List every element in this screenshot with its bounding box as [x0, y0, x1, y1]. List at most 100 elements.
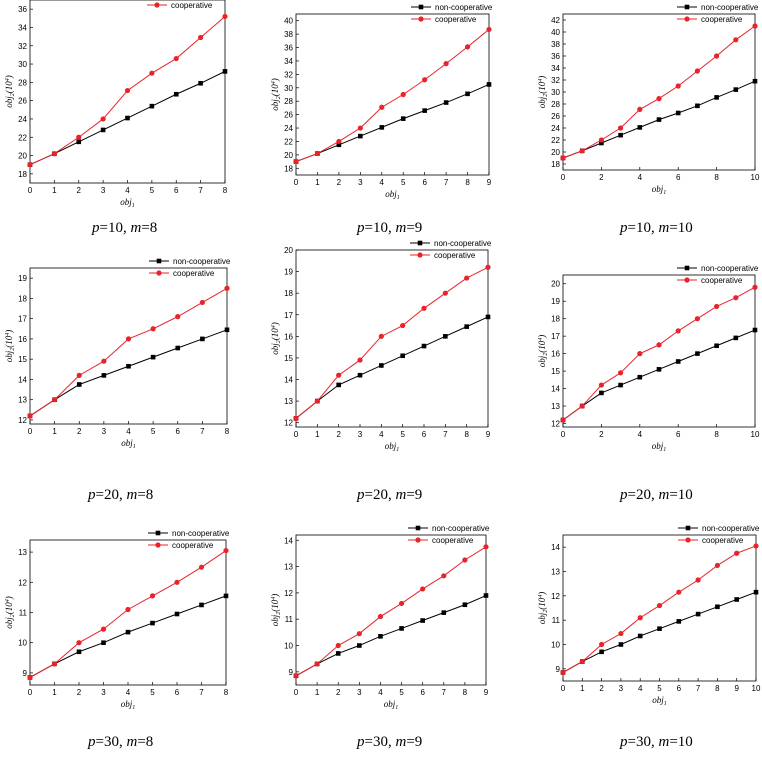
noncooperative-point [752, 327, 758, 333]
y-tick-label: 24 [18, 115, 27, 124]
y-tick-label: 34 [284, 57, 293, 66]
cooperative-point [199, 299, 205, 306]
y-tick-label: 40 [284, 17, 293, 26]
x-axis-label-sub: 1 [132, 705, 135, 711]
y-axis-label-exp: 4 [270, 597, 277, 600]
y-axis-label-exp: 4 [270, 81, 277, 84]
y-tick-label: 10 [18, 639, 27, 648]
cooperative-point [76, 372, 82, 378]
x-tick-label: 5 [150, 688, 155, 697]
noncooperative-point [222, 69, 228, 74]
legend-marker-cooperative [685, 537, 691, 543]
noncooperative-point [618, 382, 623, 388]
y-axis-label-sub: 2 [10, 614, 16, 617]
cooperative-point [656, 602, 663, 609]
cooperative-point [356, 631, 362, 637]
legend-label: non-cooperative [702, 524, 760, 533]
cooperative-point [560, 155, 566, 161]
y-tick-label: 36 [284, 44, 293, 53]
cooperative-point [560, 669, 566, 676]
y-tick-label: 16 [551, 350, 560, 359]
caption-p-symbol: p [620, 734, 628, 750]
noncooperative-point [357, 372, 363, 378]
x-tick-label: 6 [676, 430, 681, 439]
noncooperative-point [336, 142, 342, 148]
cooperative-point [357, 357, 363, 363]
y-tick-label: 15 [18, 355, 27, 364]
cooperative-point [421, 305, 427, 311]
cooperative-point [314, 398, 320, 404]
y-tick-label: 14 [18, 375, 27, 384]
x-axis-label-sub: 1 [132, 203, 135, 209]
chart-caption: p=30, m=9 [357, 734, 423, 750]
legend-label: cooperative [432, 536, 474, 545]
chart-caption: p=10, m=8 [92, 220, 158, 236]
y-tick-label: 36 [551, 52, 560, 61]
cooperative-point [486, 26, 492, 33]
cooperative-point [714, 303, 720, 310]
legend-marker-noncooperative [415, 525, 421, 531]
y-tick-label: 28 [18, 78, 27, 87]
x-axis-label: obj1 [121, 438, 136, 450]
y-tick-label: 38 [284, 30, 293, 39]
y-tick-label: 18 [551, 160, 560, 169]
cooperative-point [52, 397, 58, 403]
y-axis-label: obj2(104) [537, 335, 549, 368]
y-axis-label-sub: 2 [543, 353, 549, 356]
x-axis-label: obj1 [385, 189, 400, 201]
series-line-cooperative [295, 266, 489, 419]
y-axis-label-exp: 4 [4, 599, 11, 602]
x-tick-label: 4 [378, 688, 383, 697]
y-tick-label: 9 [556, 665, 561, 674]
noncooperative-point [675, 359, 681, 364]
cooperative-point [222, 13, 228, 20]
noncooperative-point [379, 363, 384, 368]
cooperative-point [420, 586, 426, 592]
cooperative-point [398, 600, 405, 607]
y-tick-label: 13 [551, 402, 560, 411]
cooperative-point [714, 53, 720, 59]
x-tick-label: 1 [52, 186, 57, 195]
noncooperative-point [695, 103, 700, 109]
noncooperative-point [637, 125, 643, 130]
cooperative-point [618, 370, 624, 376]
legend-label: cooperative [171, 1, 213, 10]
noncooperative-point [199, 602, 204, 608]
x-axis-label-sub: 1 [663, 190, 666, 196]
x-tick-label: 0 [28, 186, 33, 195]
legend-marker-cooperative [418, 16, 424, 22]
y-axis-label-sub: 2 [10, 93, 16, 96]
cooperative-point [733, 37, 739, 43]
noncooperative-point [125, 629, 131, 635]
y-tick-label: 24 [551, 124, 560, 133]
series-line-noncooperative [295, 316, 489, 419]
x-tick-label: 3 [101, 688, 106, 697]
x-tick-label: 2 [337, 178, 342, 187]
x-tick-label: 8 [715, 684, 720, 693]
x-tick-label: 3 [358, 430, 363, 439]
x-axis-label-sub: 1 [396, 447, 399, 453]
y-tick-label: 13 [18, 548, 27, 557]
x-tick-label: 8 [463, 688, 468, 697]
cooperative-point [560, 417, 566, 423]
y-tick-label: 18 [284, 164, 293, 173]
noncooperative-point [486, 82, 492, 87]
noncooperative-point [733, 87, 739, 92]
cooperative-point [733, 295, 739, 301]
noncooperative-point [400, 353, 405, 359]
legend-label: cooperative [434, 251, 476, 260]
noncooperative-point [357, 643, 362, 648]
x-tick-label: 10 [751, 173, 760, 182]
chart-caption: p=10, m=9 [357, 220, 423, 236]
y-tick-label: 13 [18, 396, 27, 405]
noncooperative-point [126, 363, 131, 369]
cooperative-point [464, 275, 470, 281]
cooperative-point [198, 34, 204, 41]
y-axis-label-close: ) [537, 335, 547, 339]
noncooperative-point [599, 140, 604, 146]
y-tick-label: 15 [284, 354, 293, 363]
x-tick-label: 4 [126, 427, 131, 436]
